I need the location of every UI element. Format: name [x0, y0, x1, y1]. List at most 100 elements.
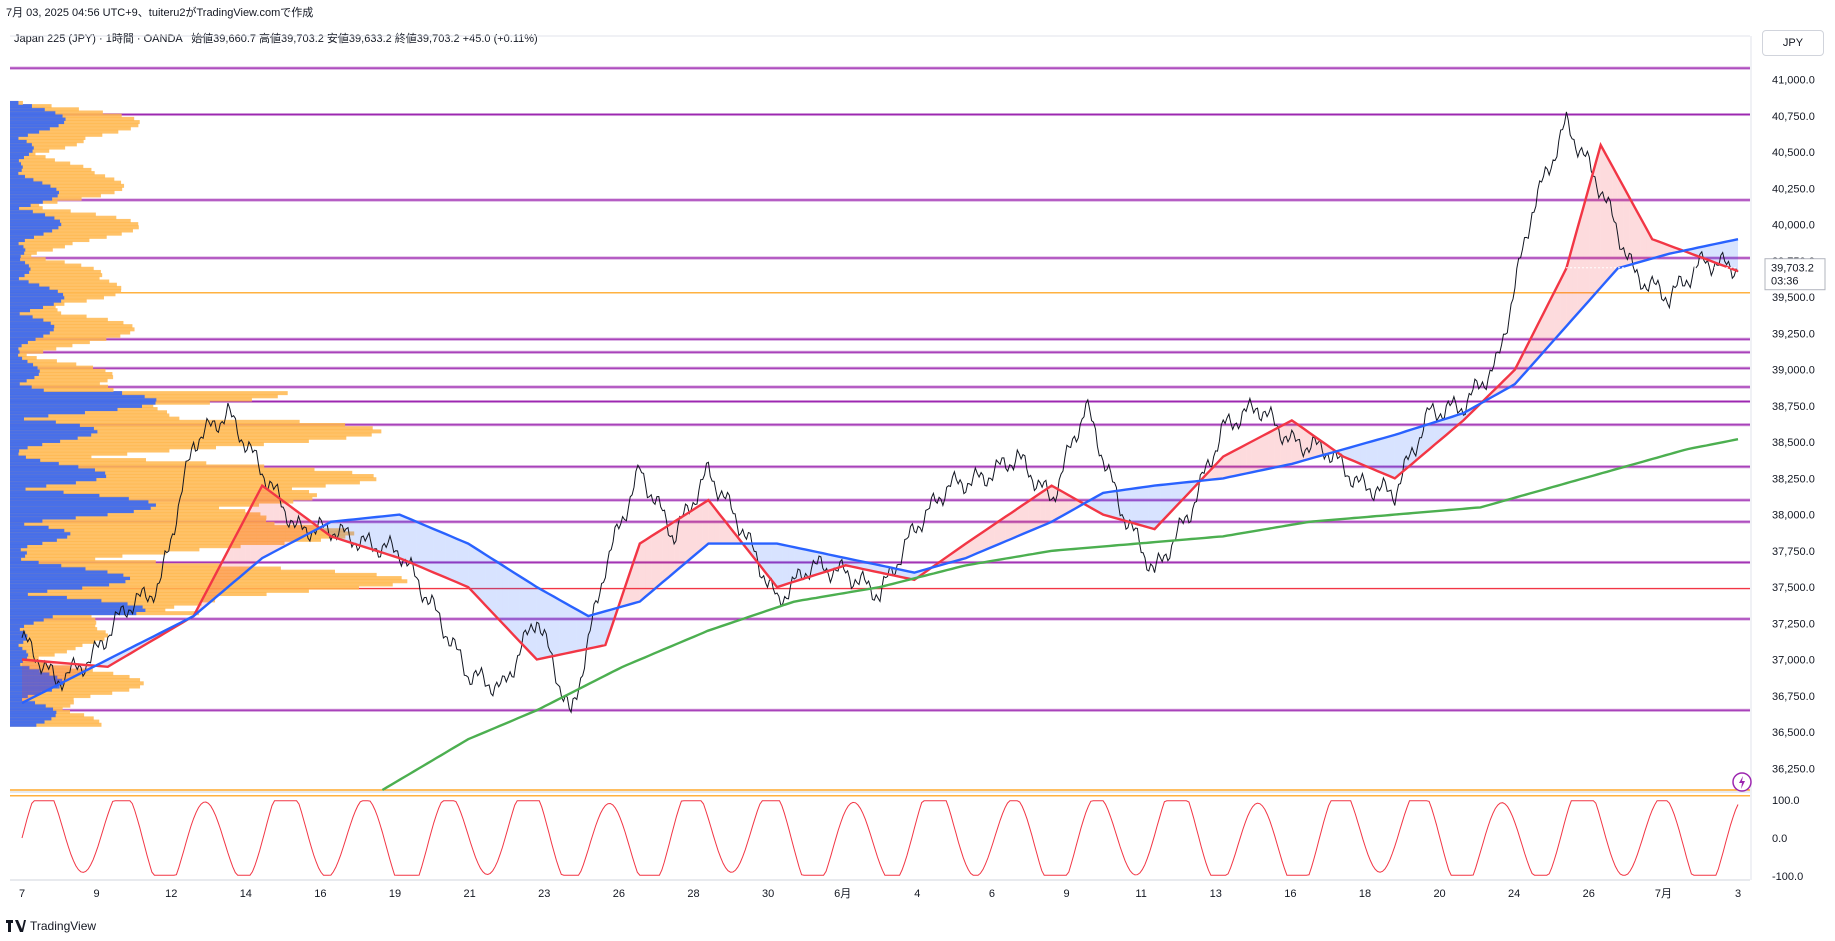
- profile-bar-volume: [10, 289, 58, 294]
- profile-bar-value-area: [10, 263, 82, 268]
- x-tick-label: 7: [19, 888, 25, 900]
- x-tick-label: 26: [1583, 888, 1595, 900]
- profile-bar-value-area: [10, 553, 123, 558]
- profile-bar-volume: [10, 371, 39, 376]
- profile-bar-value-area: [10, 649, 67, 654]
- profile-bar-volume: [10, 429, 98, 434]
- profile-bar-volume: [10, 407, 118, 412]
- cloud-segment: [1537, 313, 1544, 359]
- profile-bar-value-area: [10, 671, 114, 676]
- profile-bar-value-area: [10, 531, 355, 536]
- profile-bar-volume: [10, 196, 53, 201]
- cloud-segment: [582, 612, 589, 650]
- cloud-segment: [1000, 516, 1006, 544]
- cloud-segment: [456, 538, 463, 585]
- cloud-segment: [1183, 481, 1189, 499]
- lightning-alert-icon[interactable]: [1732, 772, 1752, 792]
- cloud-segment: [1040, 489, 1046, 527]
- profile-bar-volume: [10, 716, 52, 721]
- profile-bar-volume: [10, 400, 156, 405]
- profile-bar-volume: [10, 684, 60, 689]
- profile-bar-volume: [10, 324, 55, 329]
- profile-bar-value-area: [10, 320, 124, 325]
- profile-bar-volume: [10, 356, 23, 361]
- cloud-segment: [565, 603, 572, 654]
- cloud-segment: [250, 496, 257, 568]
- cloud-segment: [445, 533, 451, 580]
- created-by-line: 7月 03, 2025 04:56 UTC+9、tuiteru2がTrading…: [6, 7, 314, 19]
- profile-bar-value-area: [10, 556, 96, 561]
- profile-bar-value-area: [10, 633, 109, 638]
- cloud-segment: [1720, 241, 1727, 267]
- y-tick-label: 38,500.0: [1772, 437, 1815, 449]
- profile-bar-volume: [10, 703, 46, 708]
- cloud-segment: [382, 515, 389, 555]
- cloud-segment: [1423, 424, 1430, 455]
- cloud-segment: [285, 502, 291, 546]
- price-line: [21, 111, 1739, 714]
- profile-bar-value-area: [10, 365, 94, 370]
- cloud-segment: [1595, 144, 1601, 294]
- cloud-segment: [468, 543, 474, 594]
- profile-bar-volume: [10, 136, 19, 141]
- cloud-segment: [353, 518, 360, 546]
- cloud-segment: [1166, 483, 1172, 518]
- profile-bar-volume: [10, 375, 35, 380]
- profile-bar-value-area: [10, 639, 96, 644]
- cloud-segment: [811, 550, 818, 577]
- cloud-segment: [416, 521, 423, 568]
- cloud-segment: [473, 547, 480, 600]
- profile-bar-value-area: [10, 161, 71, 166]
- profile-bar-volume: [10, 231, 44, 236]
- profile-bar-volume: [10, 620, 34, 625]
- profile-bar-volume: [10, 518, 43, 523]
- profile-bar-volume: [10, 515, 76, 520]
- cloud-segment: [1629, 197, 1636, 265]
- cloud-segment: [1234, 447, 1241, 476]
- currency-button[interactable]: JPY: [1762, 30, 1824, 56]
- profile-bar-value-area: [10, 646, 76, 651]
- profile-bar-value-area: [10, 145, 66, 150]
- profile-bar-volume: [10, 512, 108, 517]
- profile-bar-value-area: [10, 139, 84, 144]
- profile-bar-volume: [10, 713, 56, 718]
- cloud-segment: [1600, 144, 1607, 288]
- profile-bar-volume: [10, 547, 21, 552]
- profile-bar-value-area: [10, 116, 135, 121]
- cloud-segment: [33, 660, 40, 698]
- profile-bar-value-area: [10, 171, 95, 176]
- cloud-segment: [1371, 439, 1378, 472]
- cloud-segment: [1286, 420, 1292, 466]
- cloud-segment: [1429, 422, 1435, 450]
- profile-bar-volume: [10, 687, 52, 692]
- cloud-segment: [210, 572, 217, 602]
- profile-bar-volume: [10, 432, 92, 437]
- cloud-segment: [1091, 496, 1098, 512]
- profile-bar-volume: [10, 314, 33, 319]
- profile-bar-volume: [10, 311, 20, 316]
- cloud-segment: [977, 531, 983, 554]
- y-tick-label: 38,250.0: [1772, 473, 1815, 485]
- cloud-segment: [462, 541, 469, 588]
- cloud-segment: [794, 547, 800, 582]
- cloud-segment: [1434, 420, 1441, 445]
- profile-bar-volume: [10, 282, 40, 287]
- cloud-segment: [674, 518, 680, 573]
- cloud-segment: [1377, 438, 1384, 474]
- profile-bar-value-area: [10, 136, 86, 141]
- profile-bar-value-area: [10, 228, 133, 233]
- cloud-segment: [1635, 207, 1641, 264]
- countdown-label: 03:36: [1771, 276, 1799, 288]
- cloud-segment: [1554, 279, 1561, 340]
- cloud-segment: [410, 519, 417, 566]
- cloud-segment: [834, 555, 840, 569]
- cloud-segment: [714, 507, 720, 544]
- profile-bar-volume: [10, 633, 28, 638]
- x-tick-label: 12: [165, 888, 177, 900]
- profile-bar-value-area: [10, 215, 117, 220]
- tradingview-logo-icon: [6, 920, 26, 932]
- profile-bar-volume: [10, 139, 27, 144]
- cloud-segment: [1577, 206, 1584, 314]
- profile-bar-volume: [10, 193, 58, 198]
